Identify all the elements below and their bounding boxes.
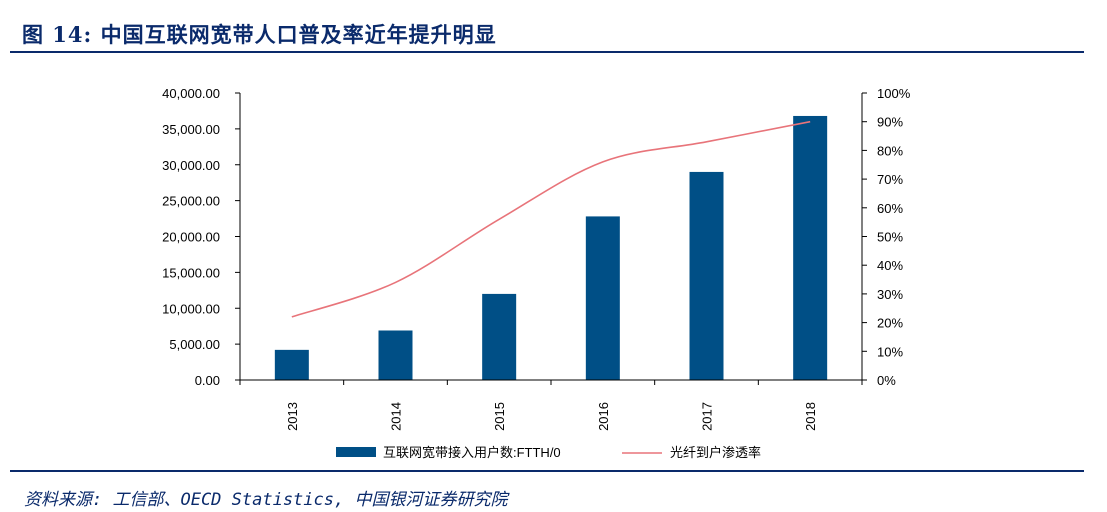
right-tick-label: 80% [877, 143, 903, 158]
right-tick-label: 90% [877, 115, 903, 130]
right-tick-label: 10% [877, 344, 903, 359]
figure-title: 图 14: 中国互联网宽带人口普及率近年提升明显 [22, 22, 497, 47]
bar [689, 171, 724, 380]
right-tick-label: 100% [877, 86, 911, 101]
x-tick-label: 2017 [700, 402, 715, 431]
x-tick-label: 2018 [803, 402, 818, 431]
x-tick-label: 2016 [596, 402, 611, 431]
left-tick-label: 20,000.00 [162, 230, 220, 245]
left-tick-label: 25,000.00 [162, 194, 220, 209]
penetration-line [291, 120, 811, 318]
left-tick-label: 35,000.00 [162, 122, 220, 137]
legend: 互联网宽带接入用户数:FTTH/0 光纤到户渗透率 [336, 445, 761, 460]
x-tick-label: 2014 [389, 402, 404, 431]
left-tick-label: 10,000.00 [162, 301, 220, 316]
bar [585, 216, 620, 380]
legend-bar-swatch [336, 447, 376, 457]
line-series [291, 120, 811, 318]
bar [274, 349, 309, 380]
source-note: 资料来源: 工信部、OECD Statistics, 中国银河证券研究院 [24, 490, 508, 510]
top-divider [10, 51, 1084, 53]
right-tick-label: 50% [877, 230, 903, 245]
right-tick-label: 0% [877, 373, 896, 388]
x-tick-label: 2013 [285, 402, 300, 431]
right-tick-label: 30% [877, 287, 903, 302]
left-tick-label: 0.00 [195, 373, 220, 388]
legend-line-label: 光纤到户渗透率 [670, 445, 761, 460]
bar [482, 293, 517, 380]
left-tick-label: 15,000.00 [162, 265, 220, 280]
left-y-axis: 0.00 5,000.00 10,000.00 15,000.00 20,000.00 2… [162, 86, 241, 388]
bar [378, 330, 413, 380]
left-tick-label: 30,000.00 [162, 158, 220, 173]
x-axis: 2013 2014 2015 2016 2017 2018 [239, 379, 863, 431]
bar-series [274, 115, 828, 381]
right-tick-label: 40% [877, 258, 903, 273]
right-tick-label: 70% [877, 172, 903, 187]
x-tick-label: 2015 [492, 402, 507, 431]
bottom-divider [10, 470, 1084, 472]
right-tick-label: 20% [877, 316, 903, 331]
legend-bar-label: 互联网宽带接入用户数:FTTH/0 [383, 445, 561, 460]
left-tick-label: 5,000.00 [169, 337, 220, 352]
right-tick-label: 60% [877, 201, 903, 216]
bar [793, 115, 828, 381]
right-y-axis: 0% 10% 20% 30% 40% 50% 60% 70% 80% 90% 100% [861, 86, 911, 388]
left-tick-label: 40,000.00 [162, 86, 220, 101]
